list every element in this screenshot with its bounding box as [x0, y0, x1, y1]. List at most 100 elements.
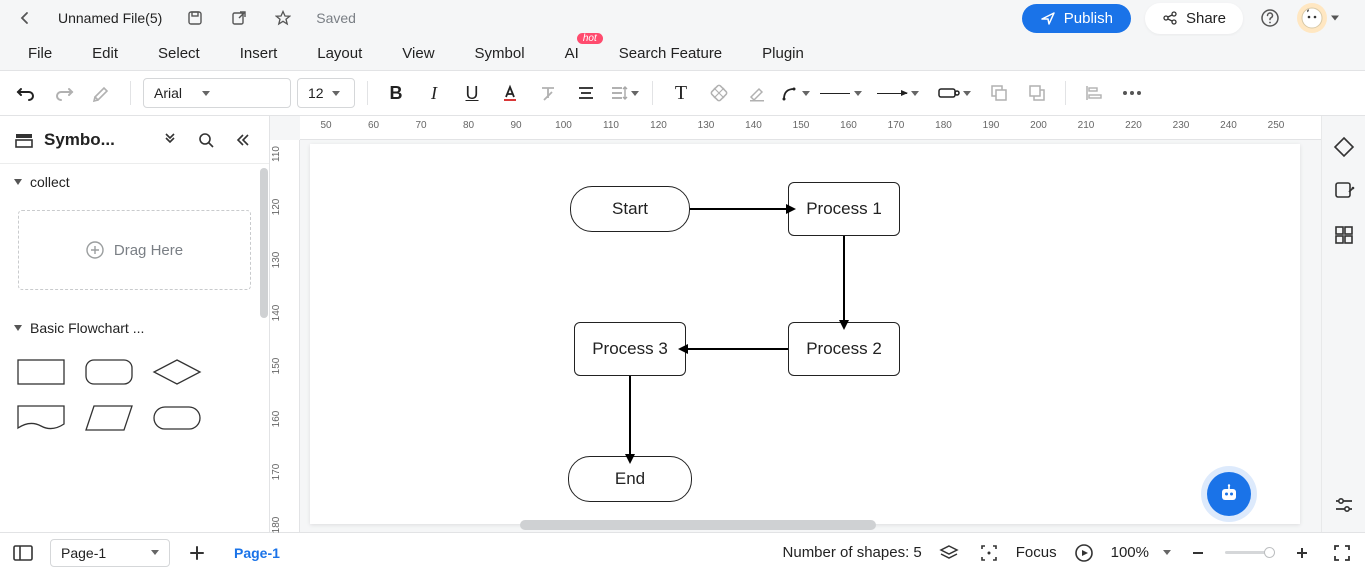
ruler-tick: 100: [555, 120, 572, 131]
pages-panel-icon[interactable]: [10, 540, 36, 566]
flowchart-edge[interactable]: [686, 348, 788, 350]
presentation-icon[interactable]: [1071, 540, 1097, 566]
ruler-tick: 120: [650, 120, 667, 131]
expand-icon[interactable]: [157, 127, 183, 153]
font-family-select[interactable]: Arial: [143, 78, 291, 108]
plus-icon: [86, 241, 104, 259]
more-button[interactable]: [1116, 77, 1148, 109]
canvas-page[interactable]: StartProcess 1Process 2Process 3End: [310, 144, 1300, 524]
menu-item-insert[interactable]: Insert: [240, 45, 278, 62]
chevron-down-icon: [963, 91, 971, 96]
flowchart-edge[interactable]: [690, 208, 788, 210]
align-button[interactable]: [570, 77, 602, 109]
format-painter-button[interactable]: [86, 77, 118, 109]
shape-rounded-rect[interactable]: [82, 356, 136, 388]
save-icon[interactable]: [182, 5, 208, 31]
file-name[interactable]: Unnamed File(5): [56, 10, 164, 26]
ruler-tick: 130: [271, 252, 295, 269]
bold-button[interactable]: B: [380, 77, 412, 109]
collapse-sidebar-icon[interactable]: [229, 127, 255, 153]
text-tool-button[interactable]: T: [665, 77, 697, 109]
star-icon[interactable]: [270, 5, 296, 31]
line-spacing-button[interactable]: [608, 77, 640, 109]
menu-item-plugin[interactable]: Plugin: [762, 45, 804, 62]
shape-terminator[interactable]: [150, 402, 204, 434]
page-select[interactable]: Page-1: [50, 539, 170, 567]
align-objects-button[interactable]: [1078, 77, 1110, 109]
help-icon[interactable]: [1257, 5, 1283, 31]
clear-format-button[interactable]: [532, 77, 564, 109]
shape-document[interactable]: [14, 402, 68, 434]
share-button[interactable]: Share: [1145, 3, 1243, 34]
sidebar: Symbo... collect Drag Here Basic Flowcha…: [0, 116, 270, 532]
sidebar-section-flowchart[interactable]: Basic Flowchart ...: [0, 310, 269, 346]
theme-icon[interactable]: [1331, 134, 1357, 160]
zoom-in-button[interactable]: [1289, 540, 1315, 566]
ruler-tick: 220: [1125, 120, 1142, 131]
chevron-down-icon: [854, 91, 862, 96]
flowchart-edge[interactable]: [629, 376, 631, 456]
layers-icon[interactable]: [936, 540, 962, 566]
zoom-out-button[interactable]: [1185, 540, 1211, 566]
canvas-scrollbar-h[interactable]: [520, 520, 1311, 530]
zoom-slider[interactable]: [1225, 551, 1275, 554]
sidebar-section-collect[interactable]: collect: [0, 164, 269, 200]
focus-icon[interactable]: [976, 540, 1002, 566]
hot-badge: hot: [577, 33, 603, 44]
underline-button[interactable]: U: [456, 77, 488, 109]
flowchart-node-p1[interactable]: Process 1: [788, 182, 900, 236]
shape-rectangle[interactable]: [14, 356, 68, 388]
menu-item-search-feature[interactable]: Search Feature: [619, 45, 722, 62]
fullscreen-icon[interactable]: [1329, 540, 1355, 566]
line-style-button[interactable]: [817, 77, 865, 109]
menu-item-symbol[interactable]: Symbol: [475, 45, 525, 62]
ruler-tick: 140: [745, 120, 762, 131]
redo-button[interactable]: [48, 77, 80, 109]
font-size-select[interactable]: 12: [297, 78, 355, 108]
right-rail: [1321, 116, 1365, 532]
highlight-button[interactable]: [741, 77, 773, 109]
canvas[interactable]: StartProcess 1Process 2Process 3End: [300, 140, 1321, 532]
arrowhead-icon: [678, 344, 690, 356]
font-color-button[interactable]: [494, 77, 526, 109]
fill-color-button[interactable]: [703, 77, 735, 109]
chevron-down-icon[interactable]: [1163, 550, 1171, 555]
connector-button[interactable]: [779, 77, 811, 109]
assistant-fab[interactable]: [1207, 472, 1251, 516]
shape-diamond[interactable]: [150, 356, 204, 388]
export-icon[interactable]: [226, 5, 252, 31]
menu-item-ai[interactable]: AIhot: [565, 45, 579, 62]
shape-count: Number of shapes: 5: [783, 544, 922, 561]
ruler-tick: 160: [271, 411, 295, 428]
menu-item-view[interactable]: View: [402, 45, 434, 62]
send-back-button[interactable]: [1021, 77, 1053, 109]
flowchart-node-start[interactable]: Start: [570, 186, 690, 232]
menu-item-edit[interactable]: Edit: [92, 45, 118, 62]
zoom-value[interactable]: 100%: [1111, 544, 1149, 561]
ruler-tick: 210: [1078, 120, 1095, 131]
drag-target[interactable]: Drag Here: [18, 210, 251, 290]
sidebar-scrollbar[interactable]: [259, 164, 269, 532]
publish-button[interactable]: Publish: [1022, 4, 1131, 33]
settings-icon[interactable]: [1331, 492, 1357, 518]
grid-icon[interactable]: [1331, 222, 1357, 248]
undo-button[interactable]: [10, 77, 42, 109]
back-icon[interactable]: [12, 5, 38, 31]
page-tab[interactable]: Page-1: [224, 541, 290, 565]
flowchart-node-p3[interactable]: Process 3: [574, 322, 686, 376]
menu-item-layout[interactable]: Layout: [317, 45, 362, 62]
endpoint-button[interactable]: [931, 77, 977, 109]
focus-label: Focus: [1016, 544, 1057, 561]
bring-front-button[interactable]: [983, 77, 1015, 109]
shape-parallelogram[interactable]: [82, 402, 136, 434]
avatar[interactable]: [1297, 3, 1327, 33]
arrow-style-button[interactable]: [871, 77, 925, 109]
search-icon[interactable]: [193, 127, 219, 153]
menu-item-select[interactable]: Select: [158, 45, 200, 62]
add-page-button[interactable]: [184, 540, 210, 566]
style-icon[interactable]: [1331, 178, 1357, 204]
flowchart-edge[interactable]: [843, 236, 845, 322]
italic-button[interactable]: I: [418, 77, 450, 109]
font-family-value: Arial: [154, 85, 182, 101]
menu-item-file[interactable]: File: [28, 45, 52, 62]
